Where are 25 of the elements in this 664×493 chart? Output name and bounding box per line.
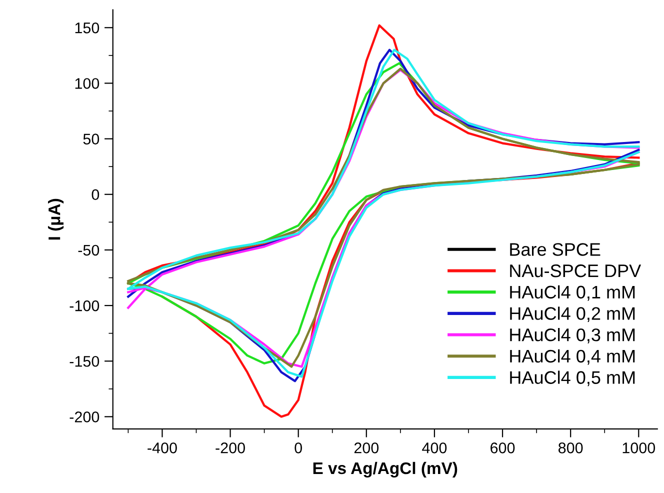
y-tick-label: -100 xyxy=(70,300,100,312)
y-tick-label: 50 xyxy=(83,134,100,144)
y-tick-label: 150 xyxy=(75,22,100,34)
x-axis-title: E vs Ag/AgCl (mV) xyxy=(313,462,458,478)
y-axis-title: I (μA) xyxy=(48,198,64,240)
x-tick-label: -200 xyxy=(216,442,245,454)
x-tick-label: 0 xyxy=(294,442,302,454)
y-tick-label: 100 xyxy=(75,78,100,89)
y-tick-label: -50 xyxy=(78,244,100,256)
legend-label: Bare SPCE xyxy=(510,243,600,256)
y-tick-label: -200 xyxy=(70,412,100,422)
y-tick-label: -150 xyxy=(70,356,100,367)
legend-label: HAuCl4 0,1 mM xyxy=(510,285,635,301)
legend-label: HAuCl4 0,2 mM xyxy=(510,306,635,322)
x-tick-label: 400 xyxy=(422,442,447,454)
y-tick-label: 0 xyxy=(92,189,100,200)
legend-label: HAuCl4 0,4 mM xyxy=(510,349,635,365)
x-tick-label: 200 xyxy=(354,442,379,454)
legend-label: HAuCl4 0,3 mM xyxy=(510,328,635,344)
x-tick-label: -400 xyxy=(148,442,177,454)
x-tick-label: 600 xyxy=(490,442,515,454)
x-tick-label: 800 xyxy=(558,442,583,454)
legend-label: HAuCl4 0,5 mM xyxy=(510,370,635,386)
x-tick-label: 1000 xyxy=(622,442,656,454)
legend-label: NAu-SPCE DPV xyxy=(510,264,642,278)
